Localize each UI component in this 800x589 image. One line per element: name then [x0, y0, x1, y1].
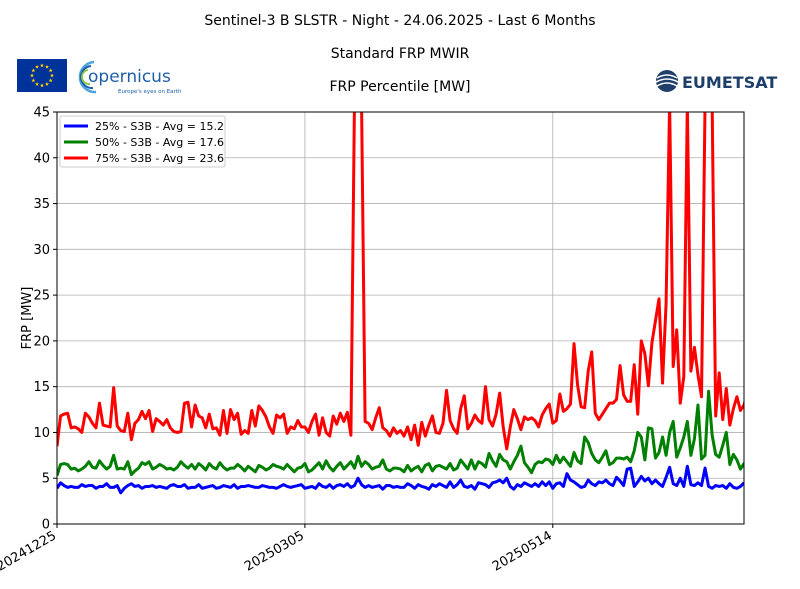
copernicus-logo: opernicus Europe's eyes on Earth: [78, 60, 182, 95]
chart-subtitle: Standard FRP MWIR: [330, 46, 470, 62]
eu-star-icon: [45, 82, 49, 86]
eu-star-icon: [40, 63, 44, 68]
y-tick-label: 15: [33, 380, 50, 395]
eu-star-icon: [31, 68, 36, 73]
x-tick-label: 20241225: [0, 528, 59, 574]
eu-stars: [30, 63, 54, 88]
y-tick-label: 0: [42, 518, 50, 533]
eu-star-icon: [30, 73, 34, 78]
eu-star-icon: [35, 82, 39, 86]
plot-frame: [56, 111, 745, 525]
chart-metric-title: FRP Percentile [MW]: [329, 79, 471, 95]
y-tick-label: 20: [33, 334, 50, 349]
y-tick-label: 45: [33, 106, 50, 121]
eumetsat-wordmark: EUMETSAT: [682, 73, 777, 92]
x-tick-label: 20250305: [242, 528, 307, 574]
y-axis-ticks: 0 5 10 15 20 25 30 35 40 45: [33, 106, 57, 533]
eumetsat-logo: EUMETSAT: [655, 70, 777, 92]
series-lines: [57, 112, 744, 495]
x-tick-label: 20250514: [490, 528, 555, 574]
eu-star-icon: [45, 64, 49, 69]
eu-star-icon: [31, 78, 36, 83]
eu-star-icon: [35, 64, 39, 69]
series-line: [57, 464, 744, 495]
plot-background: [57, 112, 744, 524]
eu-star-icon: [48, 68, 53, 73]
copernicus-wordmark: opernicus: [88, 67, 171, 87]
series-line: [57, 112, 744, 451]
copernicus-tagline: Europe's eyes on Earth: [118, 89, 182, 95]
y-tick-label: 35: [33, 197, 50, 212]
series-line: [57, 389, 744, 477]
eu-star-icon: [48, 78, 53, 83]
legend-label: 50% - S3B - Avg = 17.6: [95, 136, 224, 149]
y-tick-label: 30: [33, 243, 50, 258]
y-tick-label: 10: [33, 426, 50, 441]
x-axis-ticks: 20241225 20250305 20250514: [0, 524, 555, 575]
copernicus-swirl-icon: [78, 60, 97, 94]
eu-star-icon: [50, 73, 54, 78]
legend-label: 75% - S3B - Avg = 23.6: [95, 152, 224, 165]
y-tick-label: 40: [33, 151, 50, 166]
y-tick-label: 5: [42, 472, 50, 487]
eu-star-icon: [40, 83, 44, 88]
legend: 25% - S3B - Avg = 15.2 50% - S3B - Avg = …: [59, 115, 226, 168]
eu-flag-logo: [17, 59, 67, 92]
y-tick-label: 25: [33, 289, 50, 304]
y-axis-label: FRP [MW]: [20, 287, 35, 350]
chart-title: Sentinel-3 B SLSTR - Night - 24.06.2025 …: [204, 13, 596, 29]
eumetsat-globe-icon: [655, 70, 679, 92]
legend-box: [59, 115, 226, 168]
legend-label: 25% - S3B - Avg = 15.2: [95, 120, 224, 133]
